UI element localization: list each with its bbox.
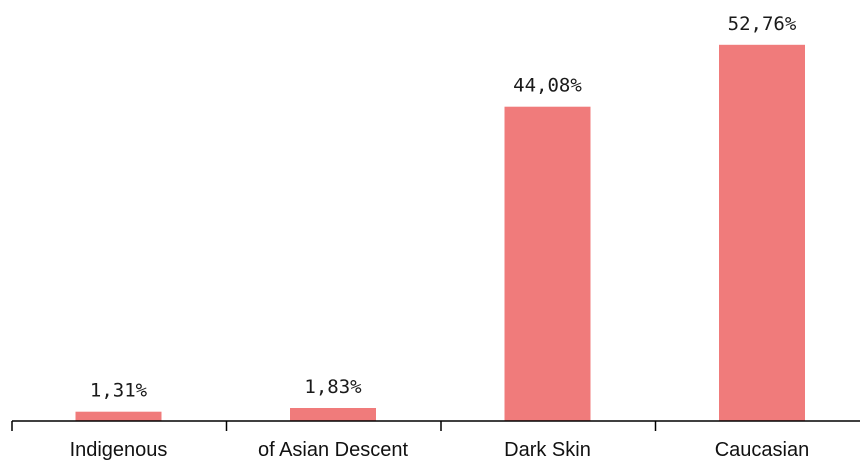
bar-3: [719, 44, 805, 422]
value-label-3: 52,76%: [728, 13, 797, 35]
bars-group: [75, 44, 805, 422]
value-label-1: 1,83%: [304, 376, 362, 398]
value-labels-group: 1,31% 1,83% 44,08% 52,76%: [90, 13, 797, 402]
category-label-0: Indigenous: [70, 439, 168, 461]
category-label-1: of Asian Descent: [258, 439, 409, 461]
bar-1: [290, 408, 376, 421]
value-label-2: 44,08%: [513, 75, 582, 97]
bar-2: [504, 106, 591, 421]
bar-0: [75, 411, 162, 421]
category-label-3: Caucasian: [715, 439, 810, 461]
value-label-0: 1,31%: [90, 380, 148, 402]
category-label-2: Dark Skin: [504, 439, 591, 461]
x-axis: [11, 420, 860, 431]
category-labels-group: Indigenous of Asian Descent Dark Skin Cauca…: [70, 439, 810, 461]
